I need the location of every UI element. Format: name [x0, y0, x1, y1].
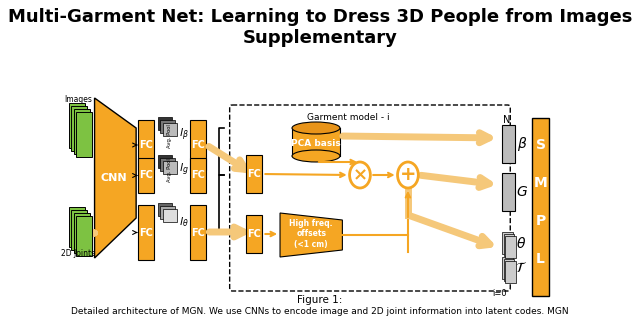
Bar: [502, 257, 513, 279]
Bar: [502, 232, 513, 254]
Text: Figure 1:: Figure 1:: [298, 295, 342, 305]
Bar: [69, 207, 85, 247]
Bar: [506, 236, 516, 258]
Bar: [157, 155, 172, 168]
Text: ×: ×: [353, 166, 367, 184]
Text: PCA basis: PCA basis: [291, 139, 341, 149]
Bar: [163, 209, 177, 222]
Text: High freq.
offsets
(<1 cm): High freq. offsets (<1 cm): [289, 219, 333, 249]
Text: Avg. Pool: Avg. Pool: [167, 158, 172, 182]
Bar: [160, 158, 175, 171]
Text: FC: FC: [248, 229, 261, 239]
Text: Garment model - i: Garment model - i: [307, 114, 389, 122]
Text: Multi-Garment Net: Learning to Dress 3D People from Images
Supplementary: Multi-Garment Net: Learning to Dress 3D …: [8, 8, 632, 47]
Bar: [191, 158, 207, 193]
Bar: [502, 173, 515, 211]
Bar: [191, 205, 207, 260]
Bar: [72, 210, 88, 250]
Text: +: +: [400, 166, 416, 184]
Bar: [246, 215, 262, 253]
Bar: [76, 112, 92, 157]
Bar: [504, 234, 515, 256]
Text: FC: FC: [139, 140, 153, 150]
Text: $G$: $G$: [516, 185, 528, 199]
Text: P: P: [536, 214, 546, 228]
Ellipse shape: [292, 150, 340, 162]
Text: Avg. Pool: Avg. Pool: [167, 124, 172, 148]
Text: i=0: i=0: [493, 290, 507, 299]
Polygon shape: [280, 213, 342, 257]
Text: $\mathcal{T}$: $\mathcal{T}$: [515, 261, 527, 275]
Text: L: L: [536, 252, 545, 266]
Bar: [246, 155, 262, 193]
Text: $l_\beta$: $l_\beta$: [179, 127, 189, 143]
Bar: [506, 261, 516, 283]
Bar: [72, 106, 88, 151]
Text: Images: Images: [64, 94, 92, 103]
Polygon shape: [95, 98, 136, 258]
Text: S: S: [536, 138, 546, 152]
Bar: [160, 120, 175, 133]
Bar: [532, 118, 549, 296]
Bar: [163, 123, 177, 136]
Text: $\beta$: $\beta$: [517, 135, 527, 153]
Text: Detailed architecture of MGN. We use CNNs to encode image and 2D joint informati: Detailed architecture of MGN. We use CNN…: [71, 307, 569, 315]
Text: $l_\theta$: $l_\theta$: [179, 215, 189, 229]
Text: FC: FC: [191, 140, 205, 150]
Circle shape: [349, 162, 371, 188]
Bar: [138, 158, 154, 193]
Text: CNN: CNN: [100, 173, 127, 183]
Text: FC: FC: [191, 227, 205, 238]
Bar: [160, 206, 175, 219]
Bar: [502, 125, 515, 163]
Bar: [74, 213, 90, 253]
Ellipse shape: [292, 122, 340, 134]
Bar: [292, 128, 340, 156]
Bar: [74, 109, 90, 154]
Bar: [138, 205, 154, 260]
Bar: [163, 161, 177, 174]
Circle shape: [397, 162, 419, 188]
Text: $\theta$: $\theta$: [516, 235, 527, 250]
Text: FC: FC: [139, 170, 153, 181]
Text: FC: FC: [139, 227, 153, 238]
Text: N: N: [502, 115, 510, 125]
Bar: [157, 203, 172, 216]
Bar: [157, 117, 172, 130]
Text: FC: FC: [248, 169, 261, 179]
Text: M: M: [534, 176, 547, 190]
Bar: [191, 120, 207, 170]
Bar: [76, 216, 92, 256]
Bar: [504, 259, 515, 281]
Bar: [69, 103, 85, 148]
Text: FC: FC: [191, 170, 205, 181]
Text: 2D Joints: 2D Joints: [61, 249, 95, 257]
Bar: [138, 120, 154, 170]
Text: $l_g$: $l_g$: [179, 162, 189, 178]
